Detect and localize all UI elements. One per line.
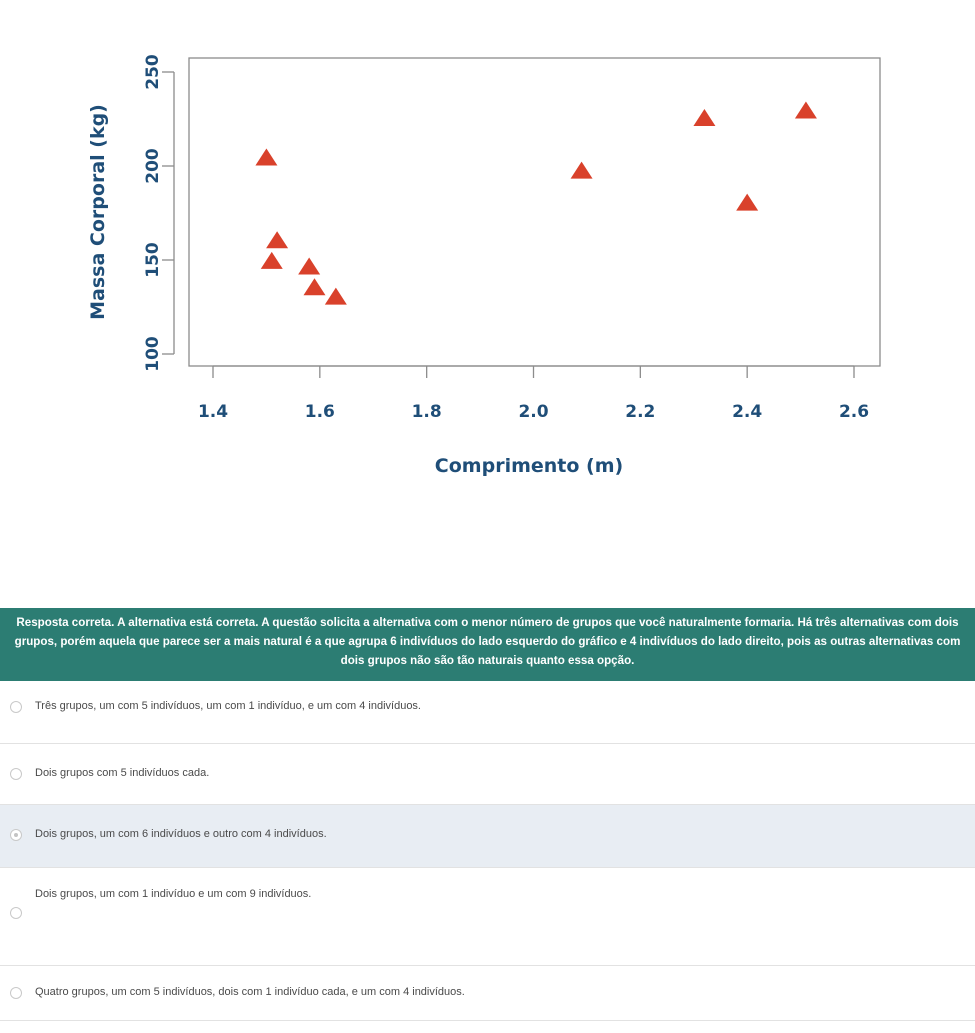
- option-label: Quatro grupos, um com 5 indivíduos, dois…: [35, 986, 465, 998]
- data-points: [255, 101, 817, 305]
- radio-icon[interactable]: [10, 701, 22, 713]
- scatter-chart: 1.4 1.6 1.8 2.0 2.2 2.4 2.6 100 150 200 250 Compr…: [87, 54, 881, 477]
- y-tick-label: 200: [143, 148, 163, 184]
- data-point-triangle: [255, 148, 278, 166]
- feedback-banner: Resposta correta. A alternativa está cor…: [0, 608, 975, 681]
- data-point-triangle: [736, 193, 759, 211]
- data-point-triangle: [693, 109, 716, 126]
- answer-options: Três grupos, um com 5 indivíduos, um com…: [0, 681, 975, 1021]
- data-point-triangle: [260, 251, 283, 269]
- x-tick-label: 2.6: [839, 402, 869, 422]
- option-label: Dois grupos, um com 6 indivíduos e outro…: [35, 828, 327, 840]
- radio-icon[interactable]: [10, 829, 22, 841]
- y-tick-label: 250: [143, 54, 163, 90]
- option-label: Dois grupos com 5 indivíduos cada.: [35, 767, 210, 779]
- option-3[interactable]: Dois grupos, um com 6 indivíduos e outro…: [0, 805, 975, 868]
- radio-icon[interactable]: [10, 987, 22, 999]
- plot-frame: [188, 57, 881, 367]
- y-axis-label: Massa Corporal (kg): [87, 104, 109, 320]
- option-label: Dois grupos, um com 1 indivíduo e um com…: [35, 888, 312, 900]
- y-tick-label: 150: [143, 242, 163, 278]
- x-tick-label: 1.6: [305, 402, 335, 422]
- radio-icon[interactable]: [10, 907, 22, 919]
- x-axis-label: Comprimento (m): [435, 455, 623, 477]
- option-5[interactable]: Quatro grupos, um com 5 indivíduos, dois…: [0, 966, 975, 1021]
- x-ticks: 1.4 1.6 1.8 2.0 2.2 2.4 2.6: [198, 366, 869, 422]
- data-point-triangle: [324, 287, 347, 305]
- radio-icon[interactable]: [10, 768, 22, 780]
- option-2[interactable]: Dois grupos com 5 indivíduos cada.: [0, 744, 975, 805]
- x-tick-label: 2.2: [625, 402, 655, 422]
- data-point-triangle: [298, 257, 321, 275]
- y-tick-label: 100: [143, 336, 163, 372]
- x-tick-label: 2.4: [732, 402, 762, 422]
- option-label: Três grupos, um com 5 indivíduos, um com…: [35, 700, 421, 712]
- y-ticks: 100 150 200 250: [143, 54, 174, 372]
- data-point-triangle: [794, 101, 817, 119]
- data-point-triangle: [303, 278, 326, 296]
- data-point-triangle: [266, 231, 289, 249]
- option-4[interactable]: Dois grupos, um com 1 indivíduo e um com…: [0, 868, 975, 966]
- data-point-triangle: [570, 161, 593, 179]
- option-1[interactable]: Três grupos, um com 5 indivíduos, um com…: [0, 681, 975, 744]
- x-tick-label: 1.4: [198, 402, 228, 422]
- x-tick-label: 1.8: [412, 402, 442, 422]
- scatter-chart-svg: 1.4 1.6 1.8 2.0 2.2 2.4 2.6 100 150 200 250 Compr…: [87, 54, 881, 477]
- x-tick-label: 2.0: [518, 402, 548, 422]
